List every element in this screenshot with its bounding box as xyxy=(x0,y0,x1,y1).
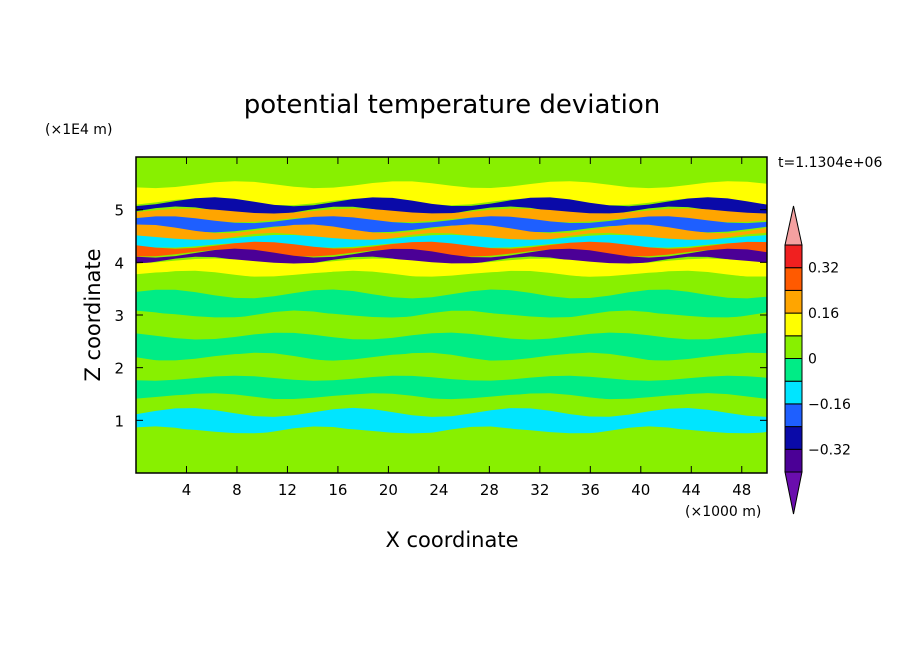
colorbar-tick-label: 0.16 xyxy=(808,306,839,322)
heatmap-band xyxy=(136,312,767,339)
time-label: t=1.1304e+06 xyxy=(778,155,882,171)
x-tick-label: 4 xyxy=(182,481,192,499)
y-tick-label: 4 xyxy=(114,254,124,272)
heatmap-band xyxy=(136,181,767,206)
colorbar-swatch xyxy=(784,403,803,428)
y-tick-label: 3 xyxy=(114,307,124,325)
heatmap-band xyxy=(136,448,767,473)
y-tick-label: 2 xyxy=(114,360,124,378)
x-tick-label: 36 xyxy=(581,481,600,499)
heatmap-band xyxy=(136,258,767,277)
y-axis: 1 2 3 4 5 xyxy=(114,202,767,430)
x-axis: 4 8 12 16 20 24 28 32 36 40 44 48 xyxy=(182,157,751,499)
heatmap-band xyxy=(136,352,767,383)
heatmap-band xyxy=(136,332,767,361)
colorbar-top-arrow xyxy=(784,205,803,246)
heatmap-band xyxy=(136,248,767,266)
x-unit-label: (×1000 m) xyxy=(685,504,761,520)
y-tick-label: 1 xyxy=(114,412,124,430)
colorbar-tick-label: 0 xyxy=(808,352,817,368)
heatmap-band xyxy=(136,157,767,188)
heatmap-band xyxy=(136,393,767,416)
x-axis-label: X coordinate xyxy=(385,528,518,552)
colorbar-swatch xyxy=(784,380,803,405)
heatmap-band xyxy=(136,407,767,436)
y-tick-label: 5 xyxy=(114,202,124,220)
y-axis-label: Z coordinate xyxy=(81,248,105,381)
colorbar-tick-label: −0.16 xyxy=(808,397,851,413)
colorbar-tick-label: 0.32 xyxy=(808,261,839,277)
plot-area xyxy=(136,157,767,473)
x-tick-label: 12 xyxy=(278,481,297,499)
x-tick-label: 8 xyxy=(232,481,242,499)
x-tick-label: 48 xyxy=(732,481,751,499)
colorbar-swatch xyxy=(784,289,803,314)
heatmap-band xyxy=(136,241,767,257)
colorbar: 0.32 0.16 0 −0.16 −0.32 xyxy=(784,205,851,515)
x-tick-label: 20 xyxy=(379,481,398,499)
colorbar-swatch xyxy=(784,244,803,269)
chart-title: potential temperature deviation xyxy=(244,90,660,120)
heatmap-band xyxy=(136,216,767,233)
colorbar-swatch xyxy=(784,312,803,337)
colorbar-bottom-arrow xyxy=(784,471,803,515)
colorbar-swatch xyxy=(784,448,803,473)
heatmap-band xyxy=(136,289,767,320)
colorbar-tick-label: −0.32 xyxy=(808,442,851,458)
x-tick-label: 44 xyxy=(682,481,701,499)
heatmap-band xyxy=(136,270,767,298)
heatmap-band xyxy=(136,197,767,216)
heatmap-band xyxy=(136,375,767,400)
y-unit-label: (×1E4 m) xyxy=(45,122,112,138)
colorbar-swatch xyxy=(784,358,803,382)
heatmap-band xyxy=(136,208,767,223)
x-tick-label: 24 xyxy=(429,481,448,499)
colorbar-swatch xyxy=(784,426,803,450)
x-tick-label: 40 xyxy=(631,481,650,499)
x-tick-label: 32 xyxy=(530,481,549,499)
x-tick-label: 16 xyxy=(328,481,347,499)
colorbar-swatch xyxy=(784,267,803,291)
heatmap-band xyxy=(136,224,767,242)
x-tick-label: 28 xyxy=(480,481,499,499)
colorbar-swatch xyxy=(784,335,803,359)
heatmap-band xyxy=(136,428,767,455)
